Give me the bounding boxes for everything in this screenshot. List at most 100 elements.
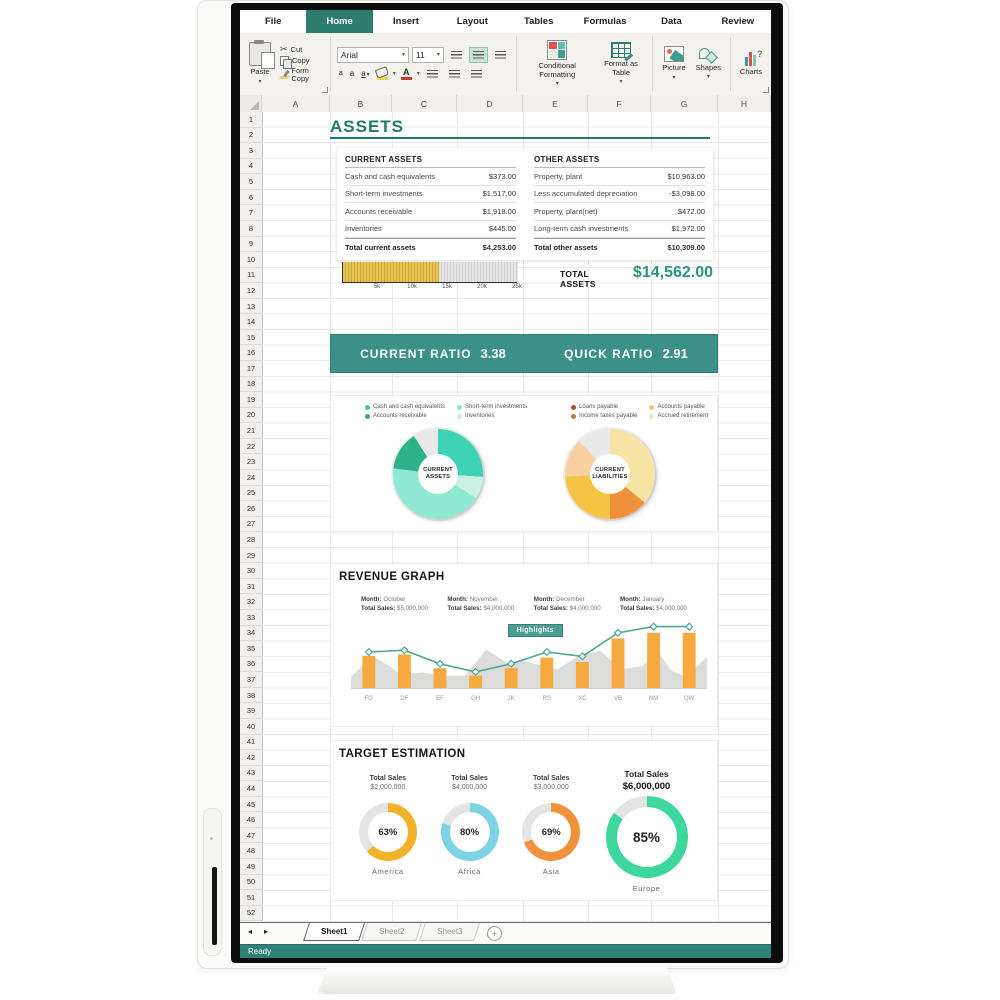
row-header-17[interactable]: 17 [240,361,262,377]
row-header-13[interactable]: 13 [240,299,262,315]
row-header-8[interactable]: 8 [240,221,262,237]
underline-button[interactable]: a ▾ [361,69,370,78]
column-header-G[interactable]: G [651,95,718,112]
align-top-button[interactable] [447,47,466,63]
column-header-A[interactable]: A [262,95,330,112]
font-shrink-button[interactable]: a [349,69,355,78]
row-header-31[interactable]: 31 [240,579,262,595]
sheet-tab-sheet1[interactable]: Sheet1 [303,923,366,941]
row-header-50[interactable]: 50 [240,875,262,891]
row-header-23[interactable]: 23 [240,454,262,470]
row-header-27[interactable]: 27 [240,517,262,533]
row-header-51[interactable]: 51 [240,890,262,906]
copy-button[interactable]: Copy [280,55,326,69]
row-header-11[interactable]: 11 [240,268,262,284]
tab-home[interactable]: Home [306,10,373,33]
row-header-39[interactable]: 39 [240,703,262,719]
row-header-29[interactable]: 29 [240,548,262,564]
select-all-corner[interactable] [240,95,262,112]
justify-center-button[interactable] [445,66,464,82]
tab-layout[interactable]: Layout [456,16,488,27]
row-header-46[interactable]: 46 [240,812,262,828]
row-header-45[interactable]: 45 [240,797,262,813]
shapes-button[interactable]: Shapes ▾ [691,46,726,83]
row-header-15[interactable]: 15 [240,330,262,346]
tab-formulas[interactable]: Formulas [583,16,627,27]
row-header-42[interactable]: 42 [240,750,262,766]
row-header-40[interactable]: 40 [240,719,262,735]
paste-button[interactable]: Paste ▾ [244,40,276,87]
tab-file[interactable]: File [265,16,282,27]
font-grow-button[interactable]: a [338,70,343,77]
fill-color-button[interactable] [375,65,390,81]
font-size-select[interactable]: 11 ▾ [411,46,444,63]
column-header-F[interactable]: F [588,95,651,112]
group-dialog-launcher-icon[interactable] [322,87,328,93]
row-header-18[interactable]: 18 [240,377,262,393]
tab-review[interactable]: Review [721,16,755,27]
column-header-B[interactable]: B [330,95,392,112]
column-header-H[interactable]: H [718,95,771,112]
tab-tables[interactable]: Tables [523,16,554,27]
row-header-1[interactable]: 1 [240,112,262,128]
add-sheet-button[interactable]: + [486,926,502,941]
row-header-49[interactable]: 49 [240,859,262,875]
row-header-7[interactable]: 7 [240,205,262,221]
row-header-35[interactable]: 35 [240,641,262,657]
row-header-28[interactable]: 28 [240,532,262,548]
row-header-9[interactable]: 9 [240,237,262,253]
sheet-nav-left-icon[interactable]: ◂ [248,927,253,936]
font-color-button[interactable]: A [399,67,414,81]
justify-left-button[interactable] [423,66,442,82]
column-header-E[interactable]: E [523,95,588,112]
picture-button[interactable]: Picture ▾ [657,45,690,83]
row-header-10[interactable]: 10 [240,252,262,268]
row-header-32[interactable]: 32 [240,594,262,610]
row-header-12[interactable]: 12 [240,283,262,299]
form-copy-button[interactable]: Form Copy [280,66,326,83]
row-header-34[interactable]: 34 [240,626,262,642]
sheet-nav-right-icon[interactable]: ▸ [264,927,269,936]
tab-data[interactable]: Data [661,16,682,27]
row-header-41[interactable]: 41 [240,735,262,751]
font-name-select[interactable]: Arial ▾ [336,46,409,63]
row-header-38[interactable]: 38 [240,688,262,704]
row-header-4[interactable]: 4 [240,159,262,175]
align-middle-button[interactable] [468,46,488,63]
row-header-24[interactable]: 24 [240,470,262,486]
row-header-20[interactable]: 20 [240,408,262,424]
charts-button[interactable]: ? Charts [739,49,763,77]
format-as-table-button[interactable]: Format as Table ▾ [594,41,649,87]
row-header-5[interactable]: 5 [240,174,262,190]
row-header-22[interactable]: 22 [240,439,262,455]
group-dialog-launcher-icon[interactable] [763,87,769,93]
row-header-25[interactable]: 25 [240,486,262,502]
row-header-21[interactable]: 21 [240,423,262,439]
row-header-6[interactable]: 6 [240,190,262,206]
row-header-47[interactable]: 47 [240,828,262,844]
row-header-26[interactable]: 26 [240,501,262,517]
tab-insert[interactable]: Insert [393,16,419,27]
row-header-30[interactable]: 30 [240,563,262,579]
row-header-14[interactable]: 14 [240,314,262,330]
row-header-44[interactable]: 44 [240,781,262,797]
row-header-16[interactable]: 16 [240,345,262,361]
cut-button[interactable]: ✂ Cut [280,44,303,55]
row-header-3[interactable]: 3 [240,143,262,159]
justify-right-button[interactable] [467,66,486,82]
row-header-33[interactable]: 33 [240,610,262,626]
row-header-52[interactable]: 52 [240,906,262,922]
align-bottom-button[interactable] [491,47,510,63]
row-header-37[interactable]: 37 [240,672,262,688]
row-header-43[interactable]: 43 [240,766,262,782]
row-header-48[interactable]: 48 [240,843,262,859]
sheet-tab-sheet2[interactable]: Sheet2 [361,923,423,941]
sheet-tab-sheet3[interactable]: Sheet3 [418,923,480,941]
conditional-formatting-button[interactable]: Conditional Formatting ▾ [521,39,594,89]
row-header-2[interactable]: 2 [240,128,262,144]
column-header-D[interactable]: D [457,95,523,112]
row-header-36[interactable]: 36 [240,657,262,673]
row-header-19[interactable]: 19 [240,392,262,408]
column-header-C[interactable]: C [392,95,457,112]
worksheet-grid[interactable]: 1 2 3 4 5 6 7 8 9 10 11 12 13 14 15 16 17 18 19 20 21 22 23 24 2… [240,112,771,922]
